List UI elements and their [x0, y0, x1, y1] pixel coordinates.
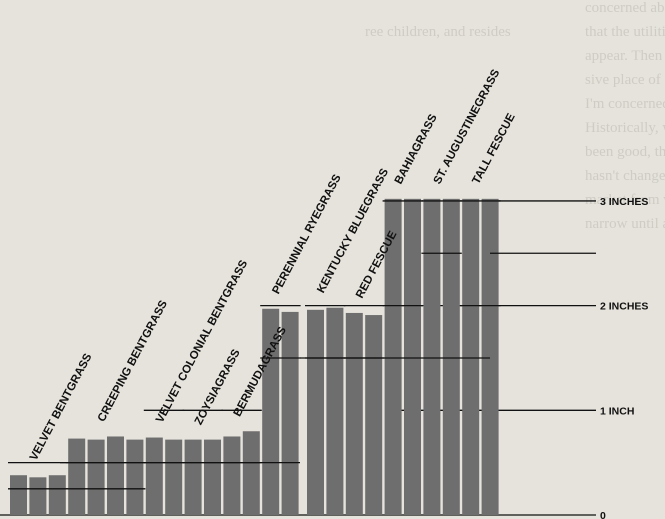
bar-creeping-bentgrass-3	[126, 439, 144, 515]
text-line: ree children, and resides	[365, 24, 511, 40]
bar-kentucky-bluegrass-0	[307, 309, 324, 515]
text-line: I'm concerned about	[585, 96, 665, 112]
tick-label-2: 2 INCHES	[600, 301, 648, 313]
bar-kentucky-bluegrass-1	[326, 307, 344, 515]
bar-velvet-colonial-bentgrass-1	[165, 439, 183, 515]
bar-velvet-bentgrass-0	[10, 475, 27, 515]
tick-label-3: 3 INCHES	[600, 196, 648, 208]
text-line: been good, there has never	[585, 144, 665, 160]
text-line: Historically, when thing	[585, 120, 665, 136]
text-line: appear. Then what will y	[585, 48, 665, 64]
label-st-augustinegrass: ST. AUGUSTINEGRASS	[432, 67, 503, 186]
bar-perennial-ryegrass-1	[281, 311, 299, 515]
bar-zoysiagrass-1	[204, 439, 221, 515]
bar-velvet-bentgrass-1	[29, 477, 47, 515]
label-bermudagrass: BERMUDAGRASS	[232, 325, 290, 419]
left-column-text: ree children, and resides	[365, 20, 665, 44]
text-line: narrow until all of the time	[585, 216, 665, 232]
bar-tall-fescue-1	[481, 198, 499, 515]
text-line: market from which we	[585, 192, 665, 208]
tick-label-0: 0	[600, 510, 606, 519]
bar-bermudagrass-0	[223, 436, 241, 515]
bar-creeping-bentgrass-1	[87, 439, 105, 515]
bar-st-augustinegrass-1	[442, 198, 460, 515]
bar-bahiagrass-1	[404, 198, 421, 515]
bar-velvet-colonial-bentgrass-0	[145, 437, 163, 515]
bar-perennial-ryegrass-0	[262, 308, 280, 515]
text-line: that the utilities are play	[585, 24, 665, 40]
label-creeping-bentgrass: CREEPING BENTGRASS	[96, 298, 170, 424]
bar-creeping-bentgrass-0	[68, 438, 86, 515]
label-velvet-colonial-bentgrass: VELVET COLONIAL BENTGRASS	[154, 258, 250, 425]
bar-creeping-bentgrass-2	[107, 436, 124, 515]
text-line: concerned about the fact	[585, 0, 665, 16]
label-tall-fescue: TALL FESCUE	[470, 111, 517, 186]
bar-zoysiagrass-0	[184, 439, 202, 515]
middle-column-text: concerned about the fact that the utilit…	[585, 0, 665, 236]
bar-st-augustinegrass-0	[423, 198, 441, 515]
bar-tall-fescue-0	[462, 198, 480, 515]
bar-red-fescue-0	[345, 312, 363, 515]
bar-bermudagrass-1	[242, 431, 260, 515]
text-line: hasn't changed, but the	[585, 168, 665, 184]
label-bahiagrass: BAHIAGRASS	[393, 112, 440, 186]
tick-label-1: 1 INCH	[600, 405, 634, 417]
bar-bahiagrass-0	[384, 198, 402, 515]
text-line: sive place of equipment?	[585, 72, 665, 88]
bar-red-fescue-1	[365, 315, 383, 515]
bar-velvet-bentgrass-2	[48, 475, 66, 515]
